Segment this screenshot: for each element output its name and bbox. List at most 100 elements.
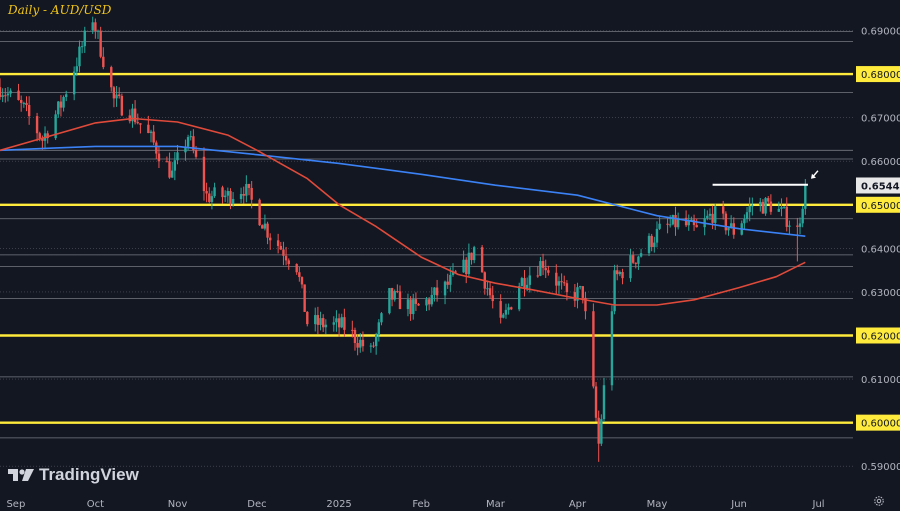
candle-body: [748, 206, 751, 213]
candle-body: [565, 283, 569, 293]
candle-body: [396, 291, 399, 293]
candle-body: [4, 95, 7, 97]
candle-body: [486, 288, 489, 290]
candle-body: [618, 272, 622, 275]
candle-up: [504, 303, 508, 319]
candle-up: [170, 162, 174, 178]
candle-up: [319, 311, 322, 331]
candle-body: [414, 299, 418, 304]
candle-up: [472, 245, 476, 264]
candle-body: [337, 318, 341, 328]
candle-body: [115, 94, 118, 99]
candle-down: [499, 294, 502, 324]
candle-body: [343, 317, 346, 330]
price-tick-label: 0.68000: [861, 70, 900, 81]
candle-up: [380, 312, 383, 326]
candle-body: [613, 270, 616, 312]
candle-body: [213, 187, 216, 197]
candle-body: [1, 95, 4, 97]
candle-down: [597, 410, 600, 462]
time-tick-label: Dec: [247, 499, 266, 510]
candle-down: [205, 182, 208, 203]
candle-body: [520, 278, 524, 287]
candle-down: [356, 334, 359, 356]
candle-body: [647, 235, 651, 254]
candle-body: [573, 292, 577, 301]
candle-up: [9, 88, 12, 98]
candle-body: [539, 261, 542, 276]
candle-up: [314, 307, 317, 332]
gear-icon[interactable]: [873, 495, 885, 507]
candle-body: [417, 303, 420, 306]
candle-body: [430, 294, 433, 305]
candle-up: [576, 282, 579, 309]
candle-body: [621, 272, 624, 279]
candle-down: [120, 93, 124, 117]
candle-up: [687, 214, 690, 231]
candle-up: [263, 214, 267, 231]
candle-down: [94, 18, 97, 39]
candle-body: [247, 184, 251, 188]
candle-down: [523, 270, 526, 297]
candle-body: [714, 206, 717, 223]
candle-body: [732, 223, 735, 235]
candle-down: [306, 311, 309, 327]
candle-up: [374, 332, 378, 355]
candle-down: [409, 296, 412, 321]
time-tick-label: Apr: [569, 499, 587, 510]
price-axis[interactable]: 0.59000 0.60000 0.61000 0.62000 0.63000 0.640…: [856, 27, 900, 474]
candle-up: [173, 151, 177, 181]
candle-down: [17, 83, 20, 101]
candle-down: [316, 306, 320, 335]
candle-body: [369, 345, 373, 347]
candle-body: [276, 240, 280, 246]
candle-body: [769, 201, 773, 212]
candle-body: [22, 102, 26, 104]
candle-down: [435, 279, 439, 302]
candle-body: [695, 225, 698, 228]
candle-down: [573, 284, 577, 308]
candle-up: [520, 276, 524, 287]
candle-up: [62, 95, 65, 112]
candle-body: [491, 295, 494, 302]
candle-down: [99, 26, 102, 59]
candle-body: [377, 322, 381, 335]
candle-down: [724, 211, 728, 235]
candle-body: [669, 224, 672, 226]
candle-down: [536, 265, 539, 278]
candle-down: [321, 314, 325, 333]
price-tick-label: 0.61000: [861, 375, 900, 386]
candle-up: [91, 16, 94, 34]
candle-up: [6, 87, 10, 102]
price-label-highlight: [856, 196, 900, 213]
candle-up: [610, 305, 614, 391]
candle-body: [25, 102, 28, 105]
candle-down: [152, 125, 155, 146]
candle-up: [189, 130, 192, 141]
candle-down: [351, 320, 354, 338]
candle-body: [427, 299, 431, 305]
candle-body: [223, 195, 227, 198]
candle-body: [94, 22, 97, 32]
candle-body: [446, 281, 449, 285]
candle-body: [189, 136, 192, 138]
candle-body: [727, 227, 730, 231]
candle-body: [149, 131, 153, 134]
candle-up: [618, 270, 622, 277]
candle-down: [25, 96, 28, 112]
candle-down: [295, 263, 298, 275]
candle-body: [38, 133, 41, 139]
time-tick-label: Jun: [730, 499, 747, 510]
candle-body: [639, 253, 643, 257]
time-axis[interactable]: Sep Oct Nov Dec 2025 Feb Mar Apr May Jun Jul: [6, 499, 824, 510]
candle-up: [131, 103, 134, 128]
candle-up: [706, 210, 709, 221]
candle-up: [788, 220, 791, 235]
candle-down: [229, 188, 232, 210]
candle-body: [102, 56, 105, 68]
candle-body: [676, 217, 680, 228]
candle-body: [536, 275, 539, 277]
candle-body: [425, 299, 428, 306]
